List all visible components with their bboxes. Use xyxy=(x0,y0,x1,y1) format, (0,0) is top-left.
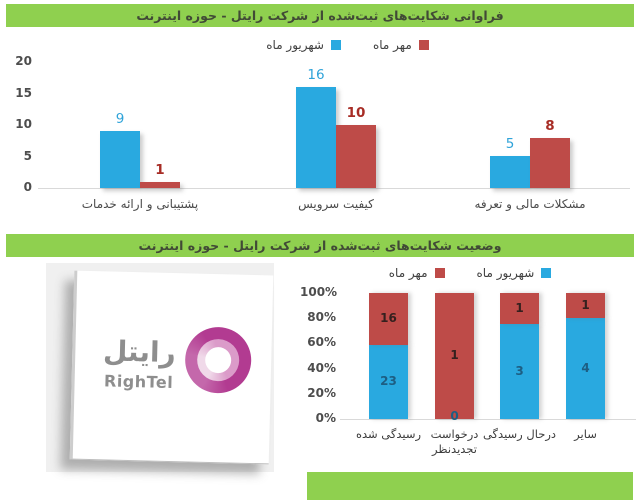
stack-blue-0 xyxy=(369,345,408,419)
rightel-logo-panel: رایتل RighTel xyxy=(46,263,274,472)
stack-value-shahrivar-3: 4 xyxy=(581,360,590,375)
y-tick-20: 20 xyxy=(15,54,32,68)
y-tick-10: 10 xyxy=(15,117,32,131)
top-bar-shahrivar-2 xyxy=(490,156,530,188)
stack-value-mehr-0: 16 xyxy=(380,311,397,325)
chart-legend: شهریور ماه مهر ماه xyxy=(0,38,640,52)
stack-blue-3 xyxy=(566,318,605,419)
grouped-bar-chart: شهریور ماه مهر ماه 0 5 10 15 20 9 1 پشتیبانی و ار… xyxy=(0,28,640,232)
rightel-wordmark-latin: RighTel xyxy=(103,371,174,393)
top-bar-mehr-0 xyxy=(140,182,180,188)
top-value-mehr-2: 8 xyxy=(545,118,555,134)
legend-item-0: شهریور ماه xyxy=(266,38,341,52)
top-bar-shahrivar-0 xyxy=(100,131,140,188)
bottom-category-label-1-line-0: درخواست xyxy=(430,427,479,441)
stacked-bar-chart: مهر ماه شهریور ماه 0% 20% 40% 60% 80% 100% 16 23 ر… xyxy=(300,260,640,474)
legend-label-1: شهریور ماه xyxy=(476,266,535,280)
chart-legend: مهر ماه شهریور ماه xyxy=(300,266,640,280)
stack-red-1 xyxy=(435,293,474,419)
rightel-ring-center xyxy=(204,346,232,374)
top-category-label-1: کیفیت سرویس xyxy=(298,197,374,211)
section-header-frequency: فراوانی شکایت‌های ثبت‌شده از شرکت رایتل … xyxy=(6,4,634,27)
section-header-status: وضعیت شکایت‌های ثبت‌شده از شرکت رایتل - … xyxy=(6,234,634,257)
y-tick-20%: 20% xyxy=(307,385,336,400)
rightel-wordmark: رایتل RighTel xyxy=(84,334,193,393)
y-tick-5: 5 xyxy=(23,148,32,163)
legend-swatch-1 xyxy=(418,40,429,50)
cropped-section-header xyxy=(307,472,633,500)
rightel-wordmark-farsi: رایتل xyxy=(102,334,177,370)
y-tick-0%: 0% xyxy=(315,411,336,425)
section-title-status: وضعیت شکایت‌های ثبت‌شده از شرکت رایتل - … xyxy=(138,238,502,253)
stack-value-mehr-1: 1 xyxy=(450,348,459,362)
top-category-label-0: پشتیبانی و ارائه خدمات xyxy=(81,197,199,211)
bottom-category-label-1-line-1: تجدیدنظر xyxy=(432,442,477,456)
stack-value-mehr-3: 1 xyxy=(581,297,590,312)
stack-value-mehr-2: 1 xyxy=(515,300,524,315)
legend-item-1: شهریور ماه xyxy=(477,266,552,280)
top-bar-shahrivar-1 xyxy=(296,87,336,188)
stack-blue-2 xyxy=(500,324,539,419)
top-bar-mehr-1 xyxy=(336,125,376,188)
legend-swatch-0 xyxy=(434,268,445,278)
legend-swatch-1 xyxy=(541,268,552,278)
legend-label-1: مهر ماه xyxy=(372,38,412,52)
stack-red-0 xyxy=(369,293,408,345)
bottom-category-label-2-line-0: درحال رسیدگی xyxy=(482,427,557,441)
rightel-logo-card: رایتل RighTel xyxy=(69,270,274,465)
rightel-ring-inner xyxy=(196,338,240,382)
stack-red-3 xyxy=(566,293,605,318)
bottom-category-label-3-line-0: سایر xyxy=(574,427,597,441)
y-tick-80%: 80% xyxy=(307,310,336,325)
y-tick-0: 0 xyxy=(23,180,32,194)
x-axis-line xyxy=(340,419,636,420)
top-bar-mehr-2 xyxy=(530,138,570,188)
legend-item-1: مهر ماه xyxy=(373,38,429,52)
top-category-label-2: مشکلات مالی و تعرفه xyxy=(474,197,586,211)
top-value-shahrivar-2: 5 xyxy=(505,136,515,152)
section-title-frequency: فراوانی شکایت‌های ثبت‌شده از شرکت رایتل … xyxy=(136,8,504,23)
x-axis-line xyxy=(38,188,630,189)
legend-item-0: مهر ماه xyxy=(389,266,445,280)
stack-value-shahrivar-1: 0 xyxy=(450,409,459,423)
top-value-mehr-0: 1 xyxy=(155,162,165,178)
legend-swatch-0 xyxy=(330,40,341,50)
stack-red-2 xyxy=(500,293,539,324)
legend-label-0: شهریور ماه xyxy=(266,38,324,52)
bottom-category-label-0-line-0: رسیدگی شده xyxy=(355,427,422,441)
legend-label-0: مهر ماه xyxy=(388,266,428,280)
top-value-shahrivar-1: 16 xyxy=(307,67,325,83)
y-tick-60%: 60% xyxy=(307,335,336,350)
stack-value-shahrivar-0: 23 xyxy=(380,374,397,388)
stack-value-shahrivar-2: 3 xyxy=(515,363,524,378)
top-value-shahrivar-0: 9 xyxy=(115,111,125,127)
top-value-mehr-1: 10 xyxy=(346,105,366,121)
rightel-ring-icon xyxy=(184,326,252,394)
y-tick-100%: 100% xyxy=(300,285,338,299)
y-tick-15: 15 xyxy=(15,85,32,100)
y-tick-40%: 40% xyxy=(307,360,336,375)
